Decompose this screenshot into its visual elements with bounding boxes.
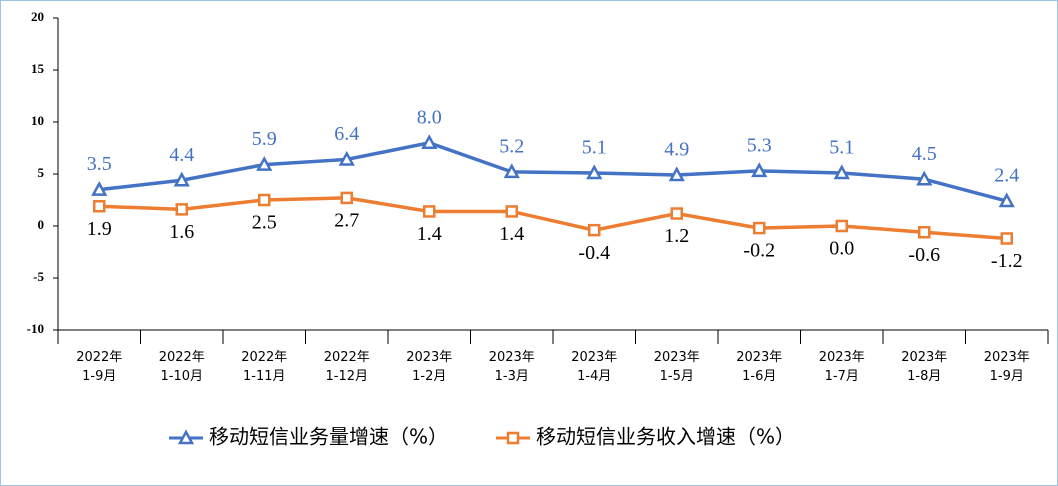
data-label: -0.4 [578, 242, 610, 264]
data-label: 5.2 [499, 136, 524, 158]
x-tick-label: 2023年 1-4月 [571, 350, 618, 384]
data-label: 2.5 [252, 212, 277, 234]
legend-marker [506, 431, 520, 445]
data-label: 5.3 [747, 134, 772, 156]
marker [916, 170, 933, 186]
marker [918, 225, 931, 239]
legend-marker [177, 429, 195, 445]
data-label: 8.0 [417, 106, 442, 128]
data-label: 5.1 [582, 137, 607, 159]
data-label: 1.4 [499, 223, 524, 245]
x-tick-label: 2023年 1-3月 [488, 350, 535, 384]
y-tick-label: 0 [38, 217, 45, 232]
marker [258, 193, 271, 207]
data-label: 5.9 [252, 128, 277, 150]
data-label: 4.5 [912, 143, 937, 165]
x-tick-label: 2023年 1-8月 [901, 350, 948, 384]
marker [93, 199, 106, 213]
y-tick-label: -5 [33, 269, 44, 284]
marker [668, 166, 685, 182]
marker [256, 156, 273, 171]
x-tick-label: 2023年 1-5月 [653, 350, 700, 384]
x-tick-label: 2022年 1-11月 [241, 350, 288, 384]
marker [173, 171, 190, 187]
x-tick-label: 2023年 1-2月 [406, 350, 453, 384]
x-tick-label: 2022年 1-10月 [158, 350, 205, 384]
data-label: 4.4 [169, 144, 194, 166]
series-line [99, 140, 1008, 203]
x-tick-label: 2023年 1-7月 [818, 350, 865, 384]
data-label: 5.1 [829, 137, 854, 159]
marker [753, 221, 766, 235]
data-label: 4.9 [664, 139, 689, 161]
marker [833, 164, 850, 180]
data-label: 2.7 [334, 210, 359, 232]
marker [835, 219, 848, 233]
x-tick-label: 2022年 1-12月 [323, 350, 370, 384]
marker [91, 180, 108, 196]
marker [586, 164, 603, 180]
data-label: 6.4 [334, 123, 359, 145]
marker [670, 207, 683, 220]
data-label: 0.0 [829, 238, 854, 260]
data-label: 3.5 [87, 153, 112, 175]
marker [421, 134, 438, 150]
data-label: -0.6 [908, 244, 940, 266]
marker [998, 192, 1015, 208]
data-label: 1.2 [664, 225, 689, 247]
data-label: 1.9 [87, 218, 112, 240]
data-label: 1.4 [417, 223, 442, 245]
marker [1000, 232, 1013, 245]
x-tick-label: 2023年 1-6月 [736, 350, 783, 384]
data-label: 2.4 [994, 165, 1019, 187]
data-label: -1.2 [991, 250, 1023, 272]
data-label: -0.2 [743, 240, 775, 262]
marker [505, 205, 518, 218]
x-tick-label: 2022年 1-9月 [76, 350, 123, 384]
y-tick-label: 5 [38, 165, 45, 180]
marker [751, 162, 768, 178]
y-tick-label: -10 [27, 321, 44, 336]
y-tick-label: 20 [31, 9, 44, 24]
marker [175, 203, 188, 216]
y-tick-label: 10 [31, 113, 44, 128]
marker [588, 223, 601, 237]
y-tick-label: 15 [31, 61, 45, 76]
legend-label: 移动短信业务量增速（%） [209, 425, 448, 449]
marker [338, 150, 355, 166]
x-tick-label: 2023年 1-9月 [983, 350, 1030, 384]
marker [423, 205, 436, 218]
marker [340, 191, 353, 205]
marker [503, 163, 520, 179]
series-line [99, 196, 1007, 241]
data-label: 1.6 [169, 221, 194, 243]
legend-label: 移动短信业务收入增速（%） [536, 425, 795, 449]
